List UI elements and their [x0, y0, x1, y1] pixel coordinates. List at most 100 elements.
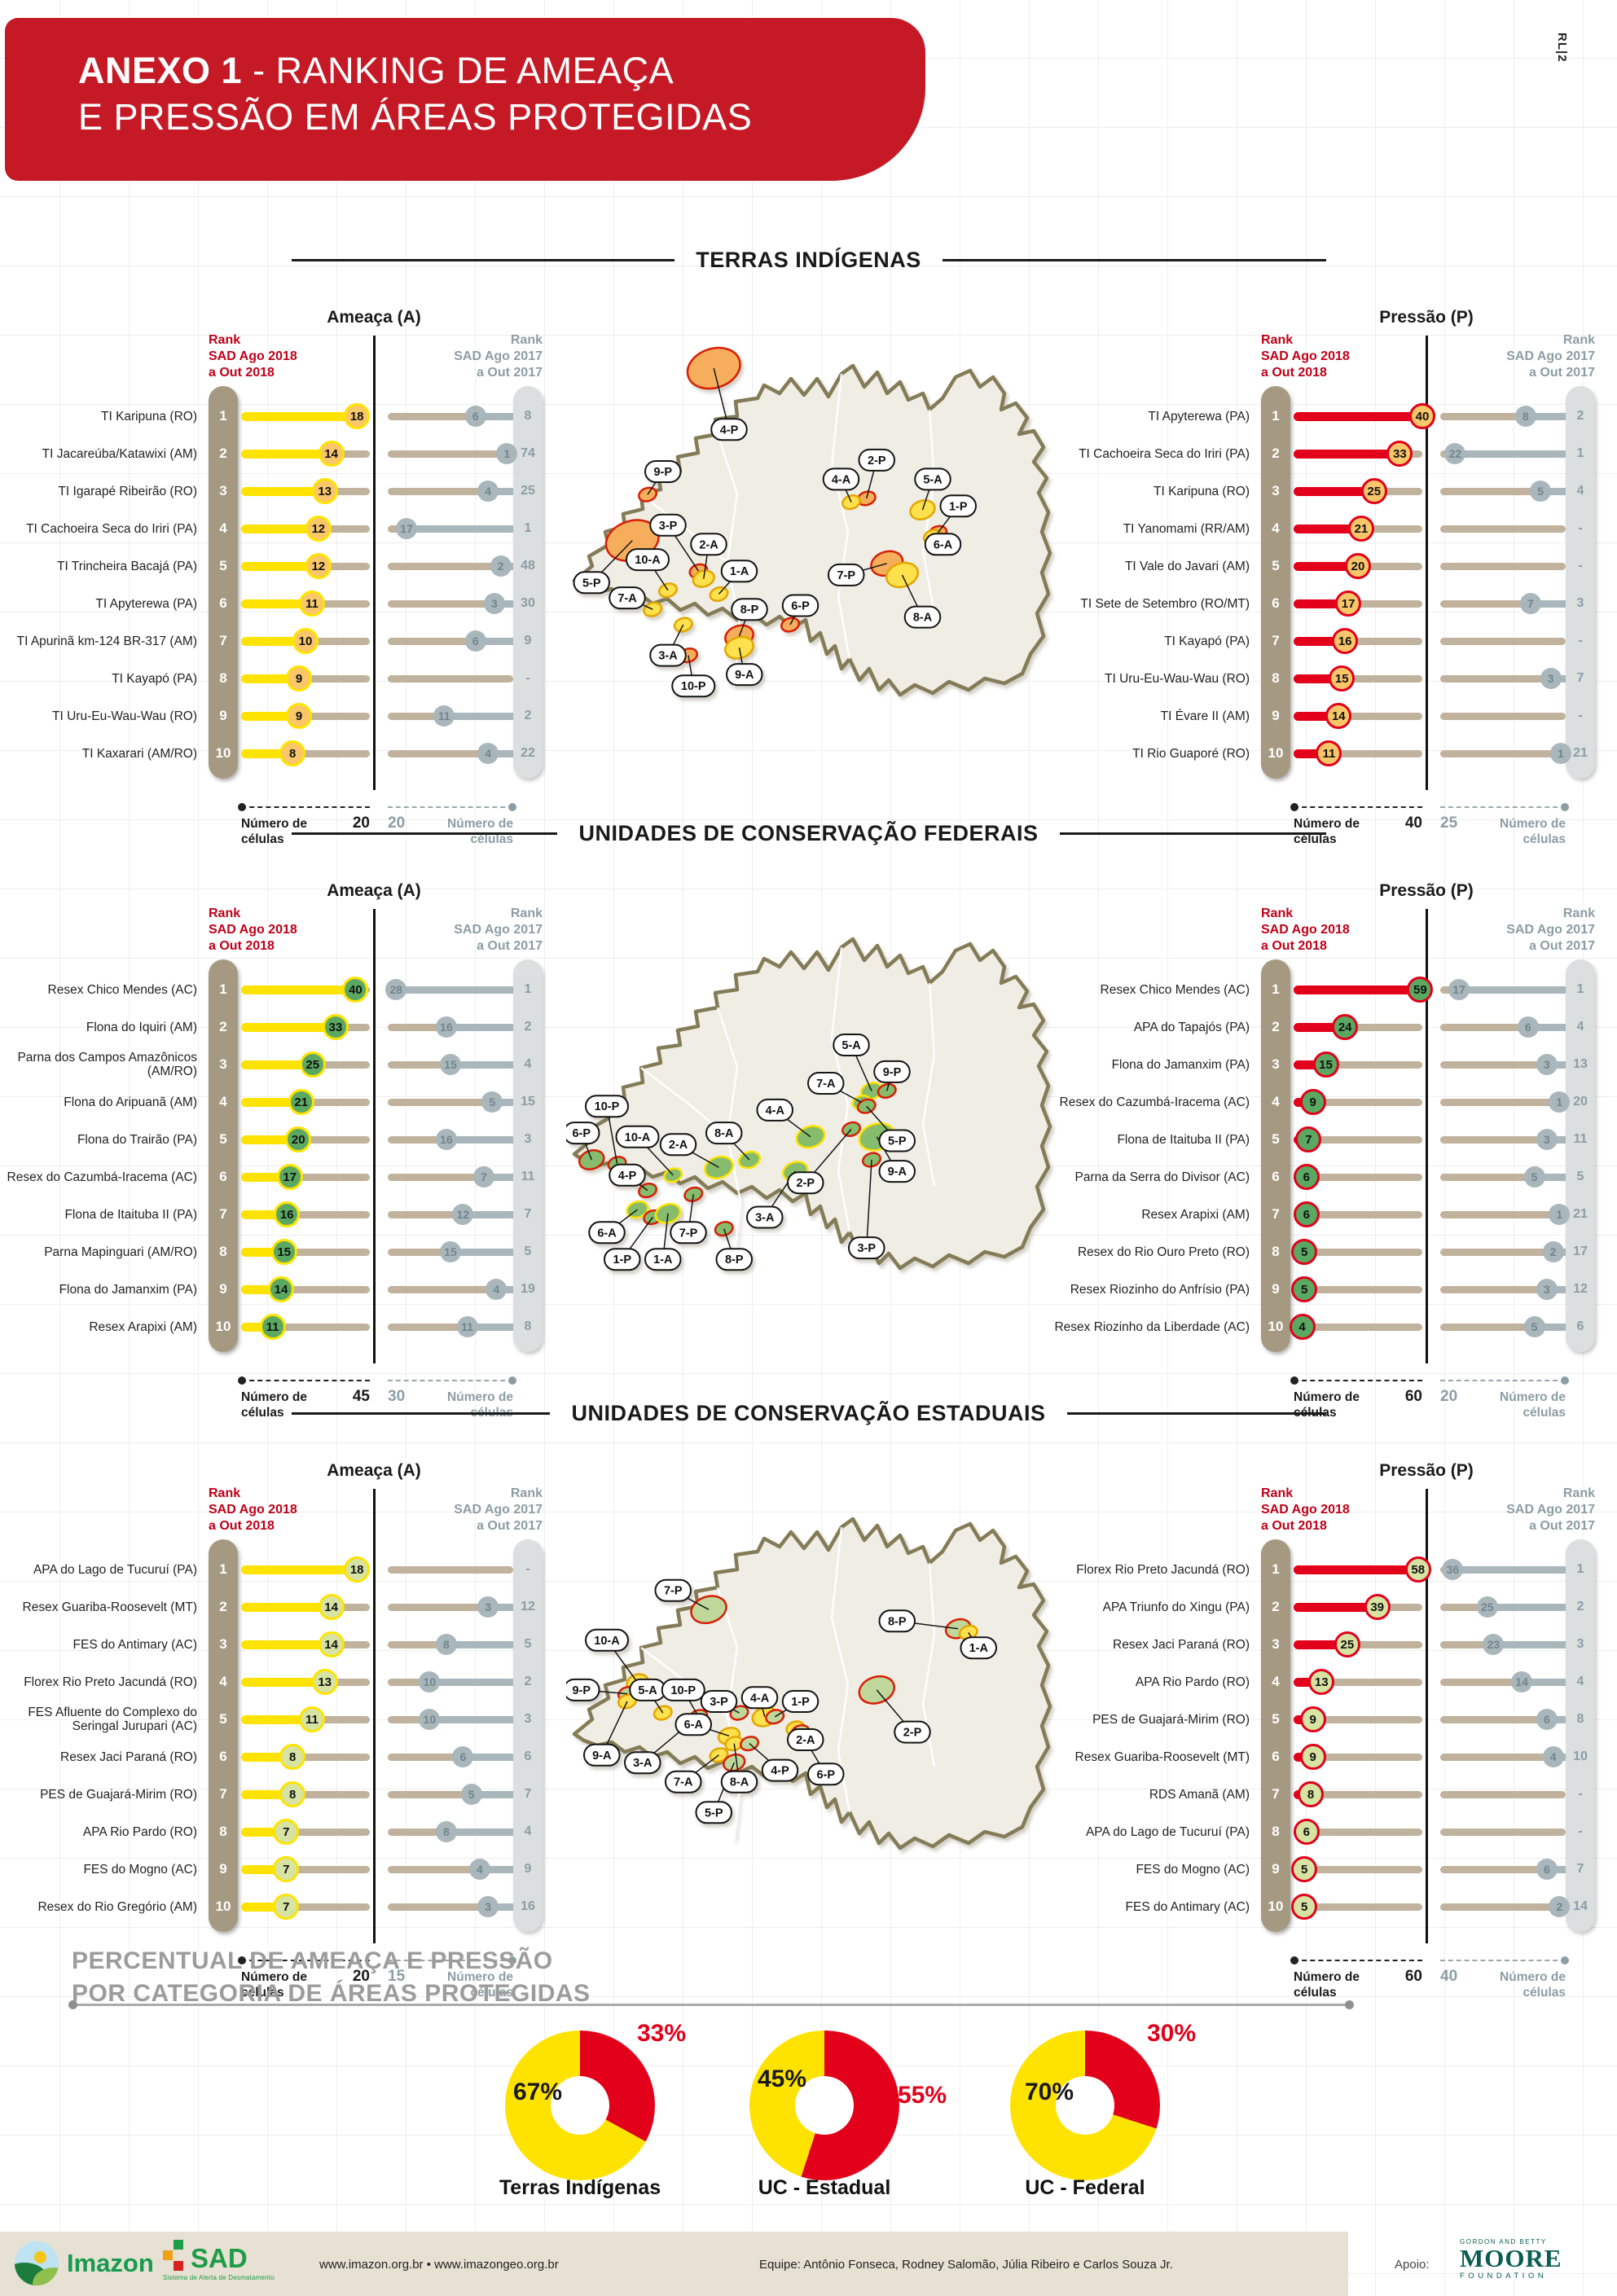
footer-urls[interactable]: www.imazon.org.br • www.imazongeo.org.br: [319, 2258, 559, 2272]
area-name: Flona de Itaituba II (PA): [64, 1207, 197, 1222]
svg-text:6-A: 6-A: [934, 538, 953, 551]
page-title-bold: ANEXO 1: [78, 50, 243, 91]
cells-2018-value: 8: [1307, 1787, 1315, 1802]
bar-track-2017: [1440, 1679, 1566, 1686]
svg-text:10-P: 10-P: [595, 1100, 620, 1113]
rank-2017-value: 2: [524, 1675, 532, 1688]
rank-2017-value: 5: [524, 1245, 532, 1258]
svg-text:5-P: 5-P: [888, 1135, 907, 1148]
svg-text:4-P: 4-P: [771, 1765, 789, 1778]
rank-2018-value: 7: [1272, 633, 1280, 648]
rank-2018-value: 4: [219, 520, 227, 536]
rank-2018-value: 8: [1272, 1824, 1280, 1839]
chart-divider: [373, 1489, 376, 1943]
cells-2017-badge: 5: [1530, 481, 1552, 502]
svg-text:7-A: 7-A: [617, 592, 637, 605]
rank-2018-header: Rank SAD Ago 2018 a Out 2018: [1261, 906, 1350, 955]
ranking-row: Resex do Cazumbá-Iracema (AC) 6 17 7 11: [0, 1158, 542, 1196]
rank-2018-value: 4: [1272, 520, 1280, 536]
cells-2018-value: 7: [283, 1899, 290, 1914]
map-callout-5-A: 5-A: [833, 1034, 870, 1056]
svg-text:8-A: 8-A: [913, 612, 933, 625]
cells-2018-value: 25: [1340, 1637, 1355, 1652]
bar-2018: [241, 637, 305, 646]
cells-2018-badge: 39: [1364, 1594, 1391, 1620]
bar-2018: [241, 1285, 282, 1294]
area-name: FES do Antimary (AC): [73, 1637, 197, 1652]
cells-2018-badge: 9: [1299, 1089, 1326, 1115]
rank-2017-value: 19: [521, 1282, 535, 1296]
bar-track-2018: [1294, 675, 1422, 683]
sad-2018-label: SAD Ago 2018: [1261, 349, 1350, 363]
area-name: APA do Tapajós (PA): [1133, 1020, 1250, 1034]
cells-2018-value: 25: [305, 1057, 320, 1072]
bar-track-2017: [1440, 1903, 1566, 1911]
rank-2017-value: 4: [524, 1824, 532, 1838]
rank-2017-value: 1: [524, 521, 532, 535]
rank-2017-header: Rank SAD Ago 2017 a Out 2017: [1395, 1486, 1595, 1534]
bar-2017: [1487, 1604, 1566, 1611]
rank-2017-header: Rank SAD Ago 2017 a Out 2017: [1395, 906, 1595, 955]
map-callout-9-P: 9-P: [563, 1678, 600, 1701]
svg-text:9-A: 9-A: [888, 1166, 907, 1179]
rank-2018-value: 3: [219, 1636, 227, 1652]
cells-2017-value: 22: [1448, 447, 1462, 460]
chart-title: Ameaça (A): [327, 1461, 421, 1480]
rank-2017-value: 1: [1576, 982, 1584, 996]
cells-2017-value: 4: [485, 485, 492, 498]
cells-2018-value: 10: [298, 634, 313, 648]
bar-2017: [479, 1866, 513, 1873]
chart-divider: [373, 909, 376, 1363]
ranking-row: FES do Mogno (AC) 9 5 6 7: [1052, 1850, 1594, 1888]
cells-2018-value: 20: [291, 1132, 305, 1147]
map-area-5-A: [653, 1705, 673, 1721]
axis-2017-max: 30: [388, 1388, 406, 1405]
rank-2017-value: 7: [524, 1787, 532, 1801]
cells-2018-badge: 25: [1334, 1631, 1360, 1657]
ranking-row: APA do Lago de Tucuruí (PA) 1 18 -: [0, 1551, 542, 1588]
area-name: TI Apyterewa (PA): [1148, 409, 1250, 424]
rank-2018-header: Rank SAD Ago 2018 a Out 2018: [209, 332, 297, 381]
cells-2018-value: 13: [318, 484, 332, 498]
rank-2018-value: 1: [219, 981, 227, 997]
rank-2017-value: 21: [1573, 746, 1588, 760]
map-callout-4-A: 4-A: [756, 1098, 793, 1122]
cells-2018-value: 58: [1411, 1562, 1426, 1577]
cells-2018-badge: 5: [1291, 1894, 1318, 1920]
rank-label: Rank: [1562, 1486, 1595, 1500]
cells-2017-value: 16: [440, 1133, 453, 1146]
amazon-map: 4-P 9-P 2-P 4-A 5-A 1-P 6-A 5-P 3-P 2-A 10-A 1-A 7-A…: [572, 346, 1052, 698]
cells-2017-value: 15: [444, 1245, 457, 1258]
area-name: TI Apyterewa (PA): [95, 596, 197, 611]
cells-2018-value: 33: [1393, 446, 1407, 461]
bar-2018: [1294, 674, 1342, 683]
area-name: Resex Riozinho do Anfrísio (PA): [1070, 1282, 1250, 1297]
cells-2018-value: 5: [1300, 1245, 1308, 1259]
cells-2017-badge: 4: [468, 1859, 490, 1880]
cells-2018-badge: 6: [1293, 1164, 1320, 1190]
map-uc-federais: 6-P 10-P 10-A 2-A 8-A 4-A 5-A 9-P 7-A 5-P 2-P 9-A 4-…: [563, 892, 1075, 1275]
svg-text:1-P: 1-P: [613, 1253, 631, 1267]
map-callout-5-P: 5-P: [573, 571, 610, 595]
rank-2017-pill: [1566, 959, 1595, 1352]
svg-text:4-P: 4-P: [720, 424, 739, 437]
page-code: RL|2: [1555, 33, 1569, 63]
ranking-row: Resex Arapixi (AM) 7 6 1 21: [1052, 1196, 1594, 1233]
cells-2018-badge: 14: [318, 1594, 345, 1620]
bar-2018: [241, 1135, 299, 1144]
bar-2018: [1294, 1565, 1418, 1574]
donut-label: UC - Federal: [1025, 2176, 1145, 2199]
donut-1: [749, 2030, 899, 2180]
area-name: APA Triunfo do Xingu (PA): [1102, 1600, 1250, 1614]
cells-2018-value: 5: [1300, 1282, 1308, 1297]
map-callout-8-A: 8-A: [720, 1770, 758, 1793]
map-callout-7-P: 7-P: [828, 563, 865, 586]
cells-2017-value: 10: [423, 1713, 437, 1726]
ranking-row: TI Karipuna (RO) 3 25 5 4: [1052, 472, 1594, 510]
map-callout-9-A: 9-A: [878, 1160, 916, 1183]
map-callout-6-P: 6-P: [807, 1763, 845, 1786]
map-area-10-A: [663, 1167, 683, 1183]
cells-2017-value: 12: [456, 1208, 470, 1221]
a-2018-label: a Out 2018: [1261, 939, 1327, 953]
